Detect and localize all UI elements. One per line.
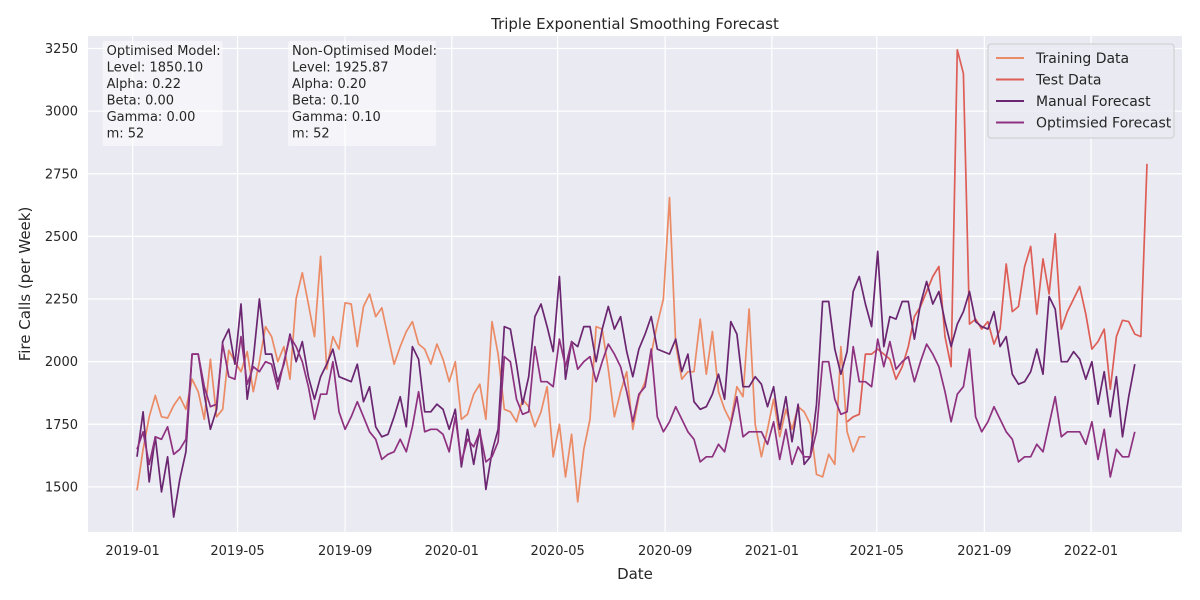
annotation-line: Optimised Model:	[107, 44, 221, 59]
annotation-line: Level: 1925.87	[292, 61, 389, 76]
legend-label: Manual Forecast	[1036, 94, 1151, 110]
annotation-line: Level: 1850.10	[107, 61, 204, 76]
axes: 1500 1750 2000 2250 2500 2750 3000 3250 2019-01 2…	[45, 42, 1118, 559]
x-tick-label: 2021-09	[957, 544, 1011, 559]
legend: Training Data Test Data Manual Forecast Opt…	[987, 43, 1175, 139]
x-axis-label: Date	[617, 565, 653, 583]
y-tick-label: 3000	[45, 105, 78, 120]
y-axis-label: Fire Calls (per Week)	[16, 207, 34, 362]
y-tick-label: 1750	[45, 418, 78, 433]
x-tick-label: 2022-01	[1064, 544, 1118, 559]
annotation-line: Beta: 0.10	[292, 94, 359, 109]
x-tick-label: 2020-01	[425, 544, 479, 559]
annotation-line: m: 52	[107, 127, 145, 142]
annotation-line: Non-Optimised Model:	[292, 44, 437, 59]
x-tick-label: 2021-01	[745, 544, 799, 559]
series-layer	[136, 48, 1148, 518]
x-tick-label: 2021-05	[850, 544, 904, 559]
y-tick-label: 2000	[45, 355, 78, 370]
series-line-2	[846, 48, 1148, 423]
annotation-line: Alpha: 0.22	[107, 77, 181, 92]
legend-box	[987, 43, 1175, 139]
legend-label: Training Data	[1035, 51, 1129, 67]
y-tick-label: 2750	[45, 167, 78, 182]
series-line-4	[136, 335, 1136, 478]
y-tick-label: 2250	[45, 293, 78, 308]
annotation-line: Gamma: 0.10	[292, 110, 381, 125]
y-tick-label: 3250	[45, 42, 78, 57]
x-tick-label: 2019-01	[105, 544, 159, 559]
annotation-line: Gamma: 0.00	[107, 110, 196, 125]
legend-label: Test Data	[1035, 73, 1101, 89]
y-tick-label: 2500	[45, 230, 78, 245]
annotation-line: Alpha: 0.20	[292, 77, 366, 92]
x-tick-label: 2020-05	[530, 544, 584, 559]
y-tick-label: 1500	[45, 480, 78, 495]
annotation-box	[102, 41, 223, 147]
x-tick-label: 2019-05	[210, 544, 264, 559]
legend-label: Optimsied Forecast	[1036, 116, 1172, 132]
annotation-line: Beta: 0.00	[107, 94, 174, 109]
series-line-3	[136, 250, 1136, 518]
x-tick-label: 2020-09	[638, 544, 692, 559]
annotation-line: m: 52	[292, 127, 330, 142]
chart-title: Triple Exponential Smoothing Forecast	[490, 15, 779, 33]
annotation-box	[287, 41, 436, 147]
x-tick-label: 2019-09	[318, 544, 372, 559]
